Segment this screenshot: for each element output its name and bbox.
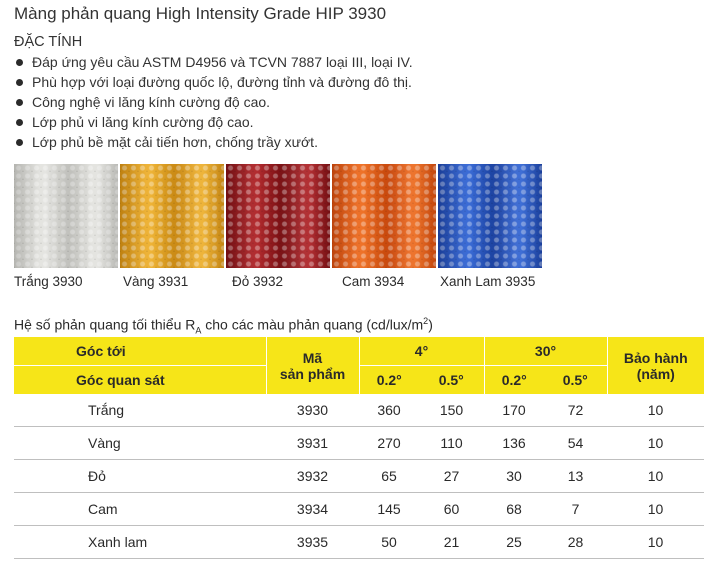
- swatch-blue: [438, 164, 542, 268]
- feature-list: Đáp ứng yêu cầu ASTM D4956 và TCVN 7887 …: [14, 52, 413, 152]
- cell-code: 3935: [266, 525, 359, 559]
- header-code: Mã sản phẩm: [265, 337, 359, 394]
- table-row: Xanh lam 3935 50 21 25 28 10: [14, 525, 704, 559]
- header-warranty: Bảo hành (năm): [606, 337, 704, 394]
- cell-value: 170: [484, 394, 544, 427]
- feature-item: Lớp phủ bề mặt cải tiến hơn, chống trầy …: [14, 132, 413, 152]
- cell-value: 25: [484, 525, 544, 559]
- cell-value: 7: [544, 492, 607, 526]
- swatch-label: Trắng 3930: [14, 274, 83, 289]
- swatch-label: Vàng 3931: [123, 274, 189, 289]
- cell-value: 150: [419, 394, 484, 427]
- cell-code: 3932: [266, 459, 359, 493]
- cell-code: 3931: [266, 426, 359, 460]
- cell-value: 21: [419, 525, 484, 559]
- page-title: Màng phản quang High Intensity Grade HIP…: [14, 4, 387, 23]
- cell-warranty: 10: [607, 525, 704, 559]
- header-angle-in: Góc tới: [14, 337, 266, 366]
- cell-color: Đỏ: [14, 459, 266, 493]
- cell-warranty: 10: [607, 459, 704, 493]
- swatch-label: Xanh Lam 3935: [440, 274, 536, 289]
- bullet-icon: [16, 119, 23, 126]
- cell-value: 27: [419, 459, 484, 493]
- cell-value: 54: [544, 426, 607, 460]
- header-angle-obs: Góc quan sát: [14, 365, 266, 394]
- cell-value: 110: [419, 426, 484, 460]
- cell-value: 360: [359, 394, 419, 427]
- feature-item: Công nghệ vi lăng kính cường độ cao.: [14, 92, 413, 112]
- cell-value: 145: [359, 492, 419, 526]
- retroreflectivity-table: Góc tới Mã sản phẩm 4° 30° Bảo hành (năm) …: [14, 337, 704, 559]
- swatch-label: Cam 3934: [342, 274, 405, 289]
- table-row: Vàng 3931 270 110 136 54 10: [14, 426, 704, 460]
- header-obs-02: 0.2°: [358, 365, 419, 394]
- swatch-red: [226, 164, 330, 268]
- cell-color: Xanh lam: [14, 525, 266, 559]
- header-entry-4: 4°: [358, 337, 484, 366]
- bullet-icon: [16, 79, 23, 86]
- feature-item: Đáp ứng yêu cầu ASTM D4956 và TCVN 7887 …: [14, 52, 413, 72]
- cell-value: 136: [484, 426, 544, 460]
- cell-warranty: 10: [607, 426, 704, 460]
- table-caption: Hệ số phản quang tối thiểu RA cho các mà…: [14, 316, 433, 336]
- header-entry-30: 30°: [483, 337, 607, 366]
- cell-value: 13: [544, 459, 607, 493]
- cell-value: 28: [544, 525, 607, 559]
- swatch-label: Đỏ 3932: [232, 274, 284, 289]
- feature-item: Lớp phủ vi lăng kính cường độ cao.: [14, 112, 413, 132]
- cell-color: Vàng: [14, 426, 266, 460]
- cell-value: 68: [484, 492, 544, 526]
- table-row: Trắng 3930 360 150 170 72 10: [14, 394, 704, 427]
- header-obs-02: 0.2°: [483, 365, 544, 394]
- section-heading: ĐẶC TÍNH: [14, 34, 83, 50]
- cell-color: Trắng: [14, 394, 266, 427]
- cell-code: 3930: [266, 394, 359, 427]
- table-row: Đỏ 3932 65 27 30 13 10: [14, 459, 704, 493]
- swatch-white: [14, 164, 118, 268]
- cell-value: 65: [359, 459, 419, 493]
- bullet-icon: [16, 139, 23, 146]
- feature-item: Phù hợp với loại đường quốc lộ, đường tỉ…: [14, 72, 413, 92]
- header-obs-05: 0.5°: [544, 365, 607, 394]
- swatch-yellow: [120, 164, 224, 268]
- cell-code: 3934: [266, 492, 359, 526]
- bullet-icon: [16, 99, 23, 106]
- cell-value: 30: [484, 459, 544, 493]
- cell-color: Cam: [14, 492, 266, 526]
- bullet-icon: [16, 59, 23, 66]
- cell-value: 50: [359, 525, 419, 559]
- cell-warranty: 10: [607, 394, 704, 427]
- table-row: Cam 3934 145 60 68 7 10: [14, 492, 704, 526]
- cell-value: 60: [419, 492, 484, 526]
- cell-warranty: 10: [607, 492, 704, 526]
- swatch-orange: [332, 164, 436, 268]
- cell-value: 72: [544, 394, 607, 427]
- cell-value: 270: [359, 426, 419, 460]
- header-obs-05: 0.5°: [419, 365, 484, 394]
